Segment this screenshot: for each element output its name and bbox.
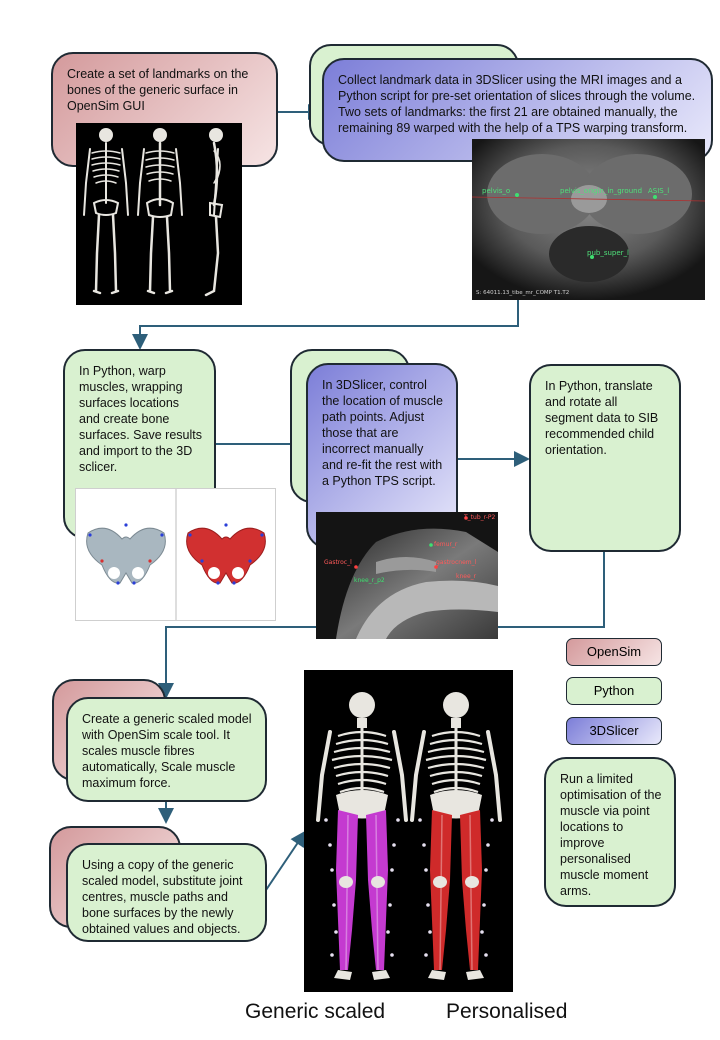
step-python-orient: In Python, translate and rotate all segm…	[529, 364, 681, 552]
pelvis-personalised	[186, 523, 266, 585]
mri-label-pelvis: pelvis_origin_in_ground	[560, 187, 642, 195]
step-substitute: Using a copy of the generic scaled model…	[66, 843, 267, 942]
skeleton-side	[204, 128, 224, 297]
arrow-2-3	[132, 300, 519, 350]
legend-3dslicer: 3DSlicer	[566, 717, 662, 745]
arrow-7-model	[265, 830, 307, 891]
legend-python: Python	[566, 677, 662, 705]
skeleton-front	[83, 128, 129, 295]
mri-label-origin: pelvis_o	[482, 187, 510, 195]
mri-label-slice: S: 64011.13_tibe_mr_COMP T1.T2	[476, 290, 569, 296]
step-opensim-scale-text: Create a generic scaled model with OpenS…	[82, 712, 252, 790]
step-opensim-scale: Create a generic scaled model with OpenS…	[66, 697, 267, 802]
step-optimisation: Run a limited optimisation of the muscle…	[544, 757, 676, 907]
skeleton-back	[137, 128, 183, 295]
step-substitute-text: Using a copy of the generic scaled model…	[82, 858, 243, 936]
skeleton-views-image	[76, 123, 242, 305]
knee-mri-image: T_tub_r-P2 Gastroc_l femur_r gastrocnem_…	[316, 512, 498, 639]
legend-3dslicer-label: 3DSlicer	[589, 723, 639, 738]
caption-generic-scaled: Generic scaled	[245, 1000, 386, 1023]
step-slicer-landmarks-text: Collect landmark data in 3DSlicer using …	[338, 73, 696, 135]
legend-opensim: OpenSim	[566, 638, 662, 666]
pelvis-generic	[86, 523, 166, 585]
model-comparison-image	[304, 670, 513, 992]
legend-python-label: Python	[593, 683, 635, 698]
caption-personalised: Personalised	[446, 1000, 568, 1023]
knee-label-femur: femur_r	[434, 541, 458, 548]
step-optimisation-text: Run a limited optimisation of the muscle…	[560, 772, 662, 898]
knee-label-knee-p2: knee_r_p2	[354, 577, 385, 584]
step-slicer-control-text: In 3DSlicer, control the location of mus…	[322, 378, 443, 488]
pelvis-mri-image: pelvis_o pelvis_origin_in_ground ASIS_l …	[472, 139, 705, 300]
model-generic-scaled	[316, 692, 408, 980]
step-opensim-landmarks-text: Create a set of landmarks on the bones o…	[67, 67, 249, 113]
knee-label-gastroc: Gastroc_l	[324, 559, 352, 566]
mri-label-pub: pub_super_l	[587, 249, 629, 257]
step-python-warp-text: In Python, warp muscles, wrapping surfac…	[79, 364, 202, 474]
knee-label-knee: knee_r	[456, 573, 477, 580]
legend-opensim-label: OpenSim	[586, 644, 642, 659]
mri-label-asis: ASIS_l	[648, 187, 669, 195]
knee-label-ttub: T_tub_r-P2	[463, 514, 495, 521]
step-python-orient-text: In Python, translate and rotate all segm…	[545, 379, 659, 457]
pelvis-surfaces-image	[75, 488, 276, 621]
knee-label-gastrocnem: gastrocnem_l	[436, 559, 477, 566]
model-personalised	[410, 692, 502, 980]
